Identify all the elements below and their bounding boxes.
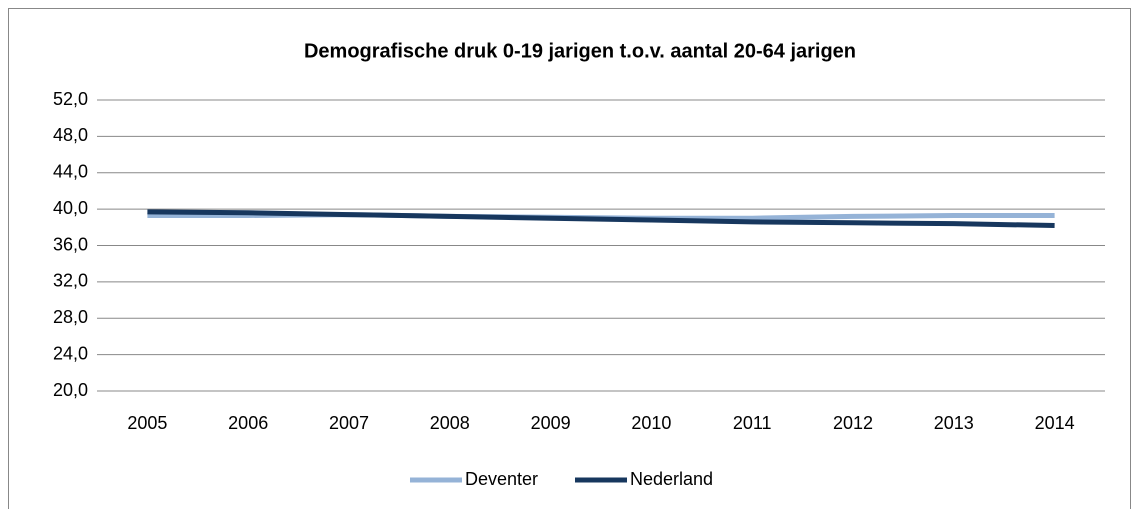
legend-label: Deventer xyxy=(465,469,538,489)
x-tick-label: 2006 xyxy=(228,413,268,433)
x-tick-label: 2007 xyxy=(329,413,369,433)
y-tick-label: 40,0 xyxy=(53,198,88,218)
legend-label: Nederland xyxy=(630,469,713,489)
line-series xyxy=(147,209,1055,228)
y-tick-label: 32,0 xyxy=(53,271,88,291)
y-tick-label: 36,0 xyxy=(53,234,88,254)
x-tick-label: 2005 xyxy=(127,413,167,433)
x-tick-label: 2010 xyxy=(631,413,671,433)
chart-title: Demografische druk 0-19 jarigen t.o.v. a… xyxy=(304,40,856,62)
y-tick-label: 24,0 xyxy=(53,343,88,363)
x-tick-label: 2011 xyxy=(733,413,772,433)
x-tick-label: 2009 xyxy=(531,413,571,433)
x-tick-label: 2013 xyxy=(934,413,974,433)
y-tick-label: 28,0 xyxy=(53,307,88,327)
x-tick-label: 2012 xyxy=(833,413,873,433)
y-tick-label: 20,0 xyxy=(53,380,88,400)
y-tick-label: 44,0 xyxy=(53,162,88,182)
y-tick-label: 48,0 xyxy=(53,125,88,145)
x-tick-label: 2014 xyxy=(1035,413,1075,433)
y-tick-label: 52,0 xyxy=(53,89,88,109)
x-tick-label: 2008 xyxy=(430,413,470,433)
chart-frame xyxy=(8,8,1131,509)
